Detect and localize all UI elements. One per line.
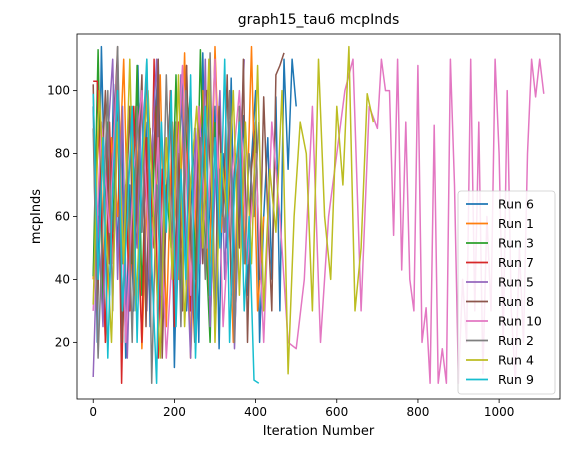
legend-label: Run 5 — [498, 275, 534, 290]
x-tick-label: 600 — [325, 405, 348, 419]
x-axis-ticks: 0 200 400 600 800 1000 — [89, 399, 514, 419]
legend-label: Run 9 — [498, 372, 534, 387]
legend-label: Run 7 — [498, 255, 534, 270]
y-tick-label: 60 — [55, 210, 70, 224]
legend-label: Run 6 — [498, 197, 534, 212]
legend-label: Run 10 — [498, 314, 542, 329]
y-axis-label: mcpInds — [29, 189, 44, 244]
y-tick-label: 40 — [55, 272, 70, 286]
x-tick-label: 400 — [244, 405, 267, 419]
series-line-3 — [92, 48, 216, 344]
x-tick-label: 200 — [163, 405, 186, 419]
x-tick-label: 1000 — [484, 405, 515, 419]
y-tick-label: 100 — [47, 84, 70, 98]
chart-title: graph15_tau6 mcpInds — [238, 12, 400, 28]
legend-label: Run 8 — [498, 294, 534, 309]
x-axis-label: Iteration Number — [263, 424, 375, 439]
y-tick-label: 80 — [55, 147, 70, 161]
legend: Run 6 Run 1 Run 3 Run 7 Run 5 Run 8 Run 10 Run … — [457, 190, 556, 395]
y-axis-ticks: 20 40 60 80 100 — [47, 84, 77, 349]
legend-box — [457, 190, 556, 395]
x-tick-label: 800 — [406, 405, 429, 419]
y-tick-label: 20 — [55, 335, 70, 349]
legend-label: Run 1 — [498, 216, 534, 231]
legend-label: Run 4 — [498, 353, 534, 368]
x-tick-label: 0 — [89, 405, 97, 419]
series-line-10 — [92, 58, 260, 385]
legend-label: Run 2 — [498, 333, 534, 348]
legend-label: Run 3 — [498, 236, 534, 251]
